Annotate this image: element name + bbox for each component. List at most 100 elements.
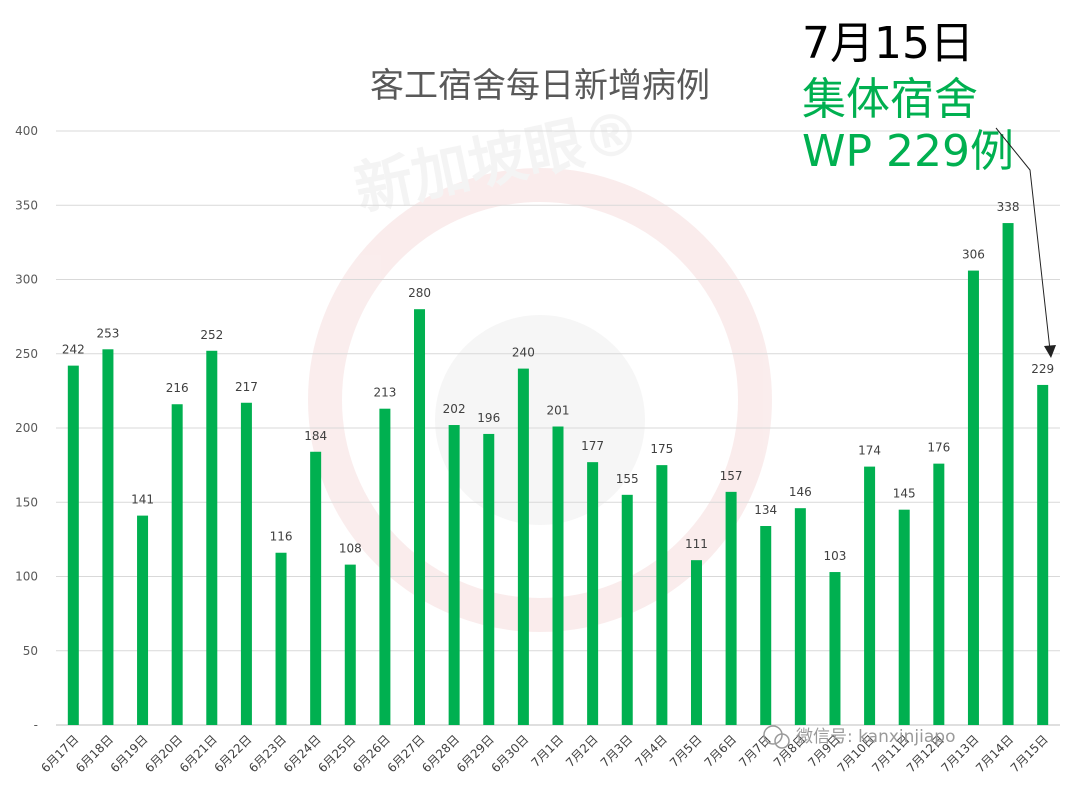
data-label: 253 [96, 326, 119, 340]
bar [67, 365, 79, 725]
bar [898, 509, 910, 725]
bar [1002, 223, 1014, 725]
data-label: 174 [858, 444, 881, 458]
bar [552, 426, 564, 725]
x-tick-label: 7月7日 [736, 732, 774, 770]
bar [206, 350, 218, 725]
y-tick-label: 300 [15, 273, 38, 287]
x-tick-label: 6月19日 [108, 732, 151, 775]
data-label: 146 [789, 485, 812, 499]
data-label: 213 [373, 386, 396, 400]
x-tick-label: 6月26日 [350, 732, 393, 775]
x-tick-label: 6月17日 [38, 732, 81, 775]
bar [137, 515, 149, 725]
x-tick-label: 6月22日 [211, 732, 254, 775]
x-tick-label: 7月14日 [973, 732, 1016, 775]
data-label: 240 [512, 346, 535, 360]
x-tick-label: 7月6日 [702, 732, 740, 770]
data-label: 202 [443, 402, 466, 416]
data-label: 176 [927, 441, 950, 455]
bar [344, 564, 356, 725]
data-label: 108 [339, 542, 362, 556]
bar [656, 465, 668, 725]
x-tick-label: 7月1日 [528, 732, 566, 770]
chart-title: 客工宿舍每日新增病例 [370, 66, 710, 106]
bar [794, 508, 806, 725]
bar [275, 552, 287, 725]
x-tick-label: 6月21日 [177, 732, 220, 775]
bar [171, 404, 183, 725]
x-tick-label: 7月2日 [563, 732, 601, 770]
annotation-date: 7月15日 [802, 18, 974, 69]
x-tick-label: 6月28日 [419, 732, 462, 775]
x-tick-label: 7月5日 [667, 732, 705, 770]
wechat-id: 微信号: kanxinjiapo [796, 727, 955, 747]
data-label: 201 [547, 404, 570, 418]
x-tick-label: 6月30日 [488, 732, 531, 775]
data-label: 177 [581, 439, 604, 453]
annotation-arrow [995, 127, 1051, 351]
bar [933, 463, 945, 725]
data-label: 242 [62, 343, 85, 357]
x-tick-label: 7月15日 [1008, 732, 1051, 775]
bar [621, 494, 633, 725]
data-label: 229 [1031, 362, 1054, 376]
data-labels: 242 253 141 216 252 217 116 184 108 213 280 202 196 2… [62, 200, 1054, 563]
data-label: 217 [235, 380, 258, 394]
bar [967, 270, 979, 725]
bar [760, 526, 772, 725]
data-label: 157 [720, 469, 743, 483]
bar [102, 349, 114, 725]
data-label: 175 [650, 442, 673, 456]
data-label: 216 [166, 381, 189, 395]
y-tick-label: 100 [15, 570, 38, 584]
x-tick-label: 6月20日 [142, 732, 185, 775]
y-tick-label: 400 [15, 124, 38, 138]
bar [379, 408, 391, 725]
wechat-watermark: 微信号: kanxinjiapo [763, 725, 955, 749]
data-label: 252 [200, 328, 223, 342]
bar [517, 368, 529, 725]
data-label: 116 [270, 530, 293, 544]
y-axis-ticks: - 50 100 150 200 250 300 350 400 [15, 124, 38, 732]
y-tick-label: 150 [15, 495, 38, 509]
bar [690, 560, 702, 725]
arrowhead-icon [1044, 345, 1056, 358]
bars [67, 223, 1049, 725]
x-tick-label: 7月3日 [598, 732, 636, 770]
bar [587, 462, 599, 725]
x-tick-label: 6月27日 [385, 732, 428, 775]
annotation-line2: WP 229例 [802, 126, 1014, 177]
data-label: 145 [893, 487, 916, 501]
data-label: 184 [304, 429, 327, 443]
x-tick-label: 6月18日 [73, 732, 116, 775]
bar [448, 425, 460, 725]
data-label: 155 [616, 472, 639, 486]
x-tick-label: 6月24日 [281, 732, 324, 775]
data-label: 103 [824, 549, 847, 563]
data-label: 338 [997, 200, 1020, 214]
annotation-line1: 集体宿舍 [802, 74, 978, 125]
x-tick-label: 6月25日 [315, 732, 358, 775]
bar [725, 491, 737, 725]
y-tick-label: 200 [15, 421, 38, 435]
x-tick-label: 6月29日 [454, 732, 497, 775]
bar [483, 433, 495, 725]
bar [829, 572, 841, 725]
data-label: 196 [477, 411, 500, 425]
y-tick-label: 50 [23, 644, 38, 658]
y-tick-label: 350 [15, 198, 38, 212]
bar [414, 309, 426, 725]
y-tick-label: 250 [15, 347, 38, 361]
bar [240, 402, 252, 725]
data-label: 306 [962, 248, 985, 262]
data-label: 134 [754, 503, 777, 517]
bar [864, 466, 876, 725]
x-tick-label: 7月4日 [632, 732, 670, 770]
data-label: 141 [131, 493, 154, 507]
annotation: 7月15日 集体宿舍 WP 229例 [802, 18, 1056, 358]
data-label: 111 [685, 537, 708, 551]
wechat-icon [763, 725, 783, 745]
bar [1037, 384, 1049, 725]
